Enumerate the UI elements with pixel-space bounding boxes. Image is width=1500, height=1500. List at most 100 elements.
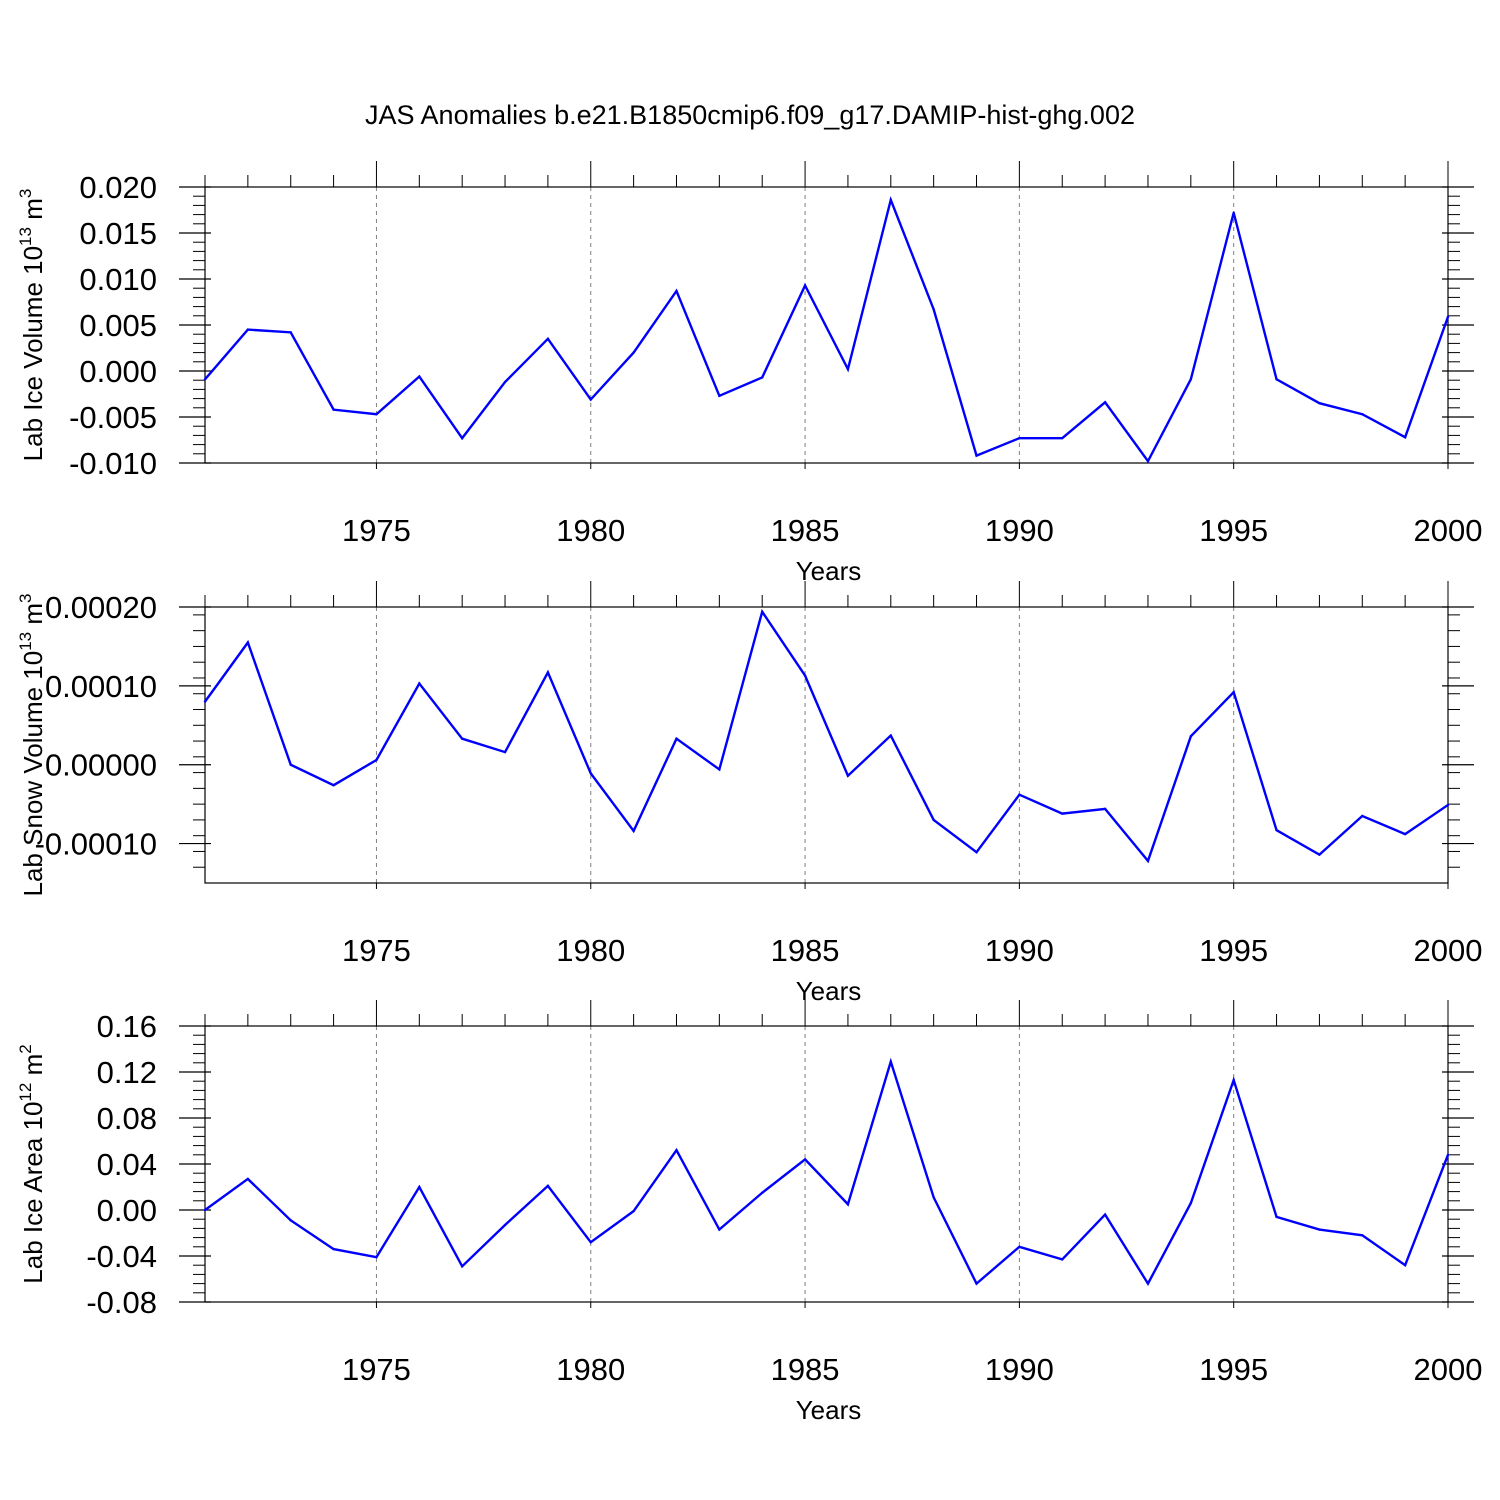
data-point [889, 1060, 892, 1063]
data-point [761, 610, 764, 613]
data-point [1275, 828, 1278, 832]
x-tick-label: 1975 [342, 513, 411, 548]
data-point [418, 375, 421, 378]
y-tick-label: 0.00020 [45, 590, 157, 625]
data-point [675, 289, 678, 293]
y-tick-label: 0.00 [97, 1193, 157, 1228]
y-tick-label: 0.00000 [45, 748, 157, 783]
y-tick-label: 0.005 [79, 308, 157, 343]
data-point [460, 1265, 464, 1268]
data-point [846, 367, 850, 371]
x-tick-label: 1975 [342, 1352, 411, 1387]
data-point [846, 1203, 850, 1206]
data-point [203, 700, 207, 703]
x-tick-label: 1990 [985, 513, 1054, 548]
data-point [718, 768, 721, 771]
data-point [803, 284, 807, 287]
data-point [246, 641, 250, 644]
y-tick-label: -0.08 [86, 1285, 157, 1320]
x-tick-label: 1990 [985, 933, 1054, 968]
data-point [632, 829, 635, 833]
data-series-line [204, 608, 1449, 864]
data-point [246, 1177, 250, 1181]
data-point [1189, 1201, 1193, 1205]
plot-frame [204, 606, 1449, 884]
y-axis-title-part: m [18, 1054, 48, 1083]
data-point [1275, 378, 1278, 381]
data-point [1318, 402, 1321, 405]
x-tick-label: 1995 [1199, 1352, 1268, 1387]
data-point [332, 408, 335, 411]
y-tick-label: 0.000 [79, 354, 157, 389]
data-point [375, 413, 378, 416]
data-point [375, 758, 378, 762]
y-axis-title-part: 2 [16, 1044, 35, 1053]
data-point [1446, 1153, 1450, 1157]
y-axis-title-part: Lab Ice Area 10 [18, 1102, 48, 1284]
data-point [1146, 1282, 1150, 1285]
data-point [503, 380, 507, 384]
data-point [418, 1185, 421, 1189]
data-point [1018, 436, 1021, 440]
y-axis-title-part: m [18, 603, 48, 632]
y-tick-label: -0.04 [86, 1239, 157, 1274]
y-axis-title: Lab Snow Volume 1013 m3 [16, 593, 48, 896]
y-axis-title-part: 13 [16, 227, 35, 246]
y-axis-title: Lab Ice Volume 1013 m3 [16, 189, 48, 462]
data-point [1232, 1078, 1235, 1082]
data-point [1146, 859, 1150, 863]
data-point [975, 454, 978, 457]
data-point [1403, 832, 1407, 836]
data-point [503, 750, 507, 754]
y-tick-label: 0.16 [97, 1009, 157, 1044]
data-point [1275, 1215, 1278, 1219]
data-point [546, 337, 550, 340]
data-point [632, 1209, 635, 1213]
x-tick-label: 1995 [1199, 933, 1268, 968]
y-axis-title: Lab Ice Area 1012 m2 [16, 1044, 48, 1283]
data-point [803, 674, 807, 677]
data-point [1403, 436, 1407, 439]
x-tick-label: 2000 [1414, 513, 1483, 548]
x-tick-label: 1985 [771, 1352, 840, 1387]
data-point [1061, 812, 1064, 815]
y-axis-title-part: m [18, 198, 48, 227]
data-point [375, 1255, 378, 1259]
data-point [546, 671, 550, 674]
data-point [889, 198, 892, 202]
data-point [718, 394, 721, 398]
data-point [975, 1282, 978, 1285]
x-axis-title: Years [796, 1395, 862, 1425]
data-point [1232, 211, 1235, 214]
data-point [289, 331, 292, 334]
data-point [1018, 793, 1021, 796]
y-tick-label: 0.08 [97, 1101, 157, 1136]
data-point [589, 398, 592, 401]
data-point [675, 1149, 678, 1152]
data-point [1318, 1228, 1321, 1231]
data-point [1318, 853, 1321, 856]
y-tick-label: 0.015 [79, 216, 157, 251]
data-point [1189, 378, 1193, 381]
panels: -0.010 -0.005 0.000 0.005 0.010 0.015 0.020 197… [16, 161, 1482, 1425]
data-point [889, 734, 892, 737]
data-series-line [204, 195, 1450, 464]
data-point [1361, 413, 1364, 416]
y-tick-label: 0.020 [79, 170, 157, 205]
data-point [1103, 807, 1107, 811]
x-tick-label: 1980 [556, 933, 625, 968]
data-point [460, 436, 464, 440]
x-tick-label: 2000 [1414, 933, 1483, 968]
y-tick-label: -0.005 [69, 400, 157, 435]
x-tick-label: 1985 [771, 933, 840, 968]
data-point [846, 774, 850, 777]
y-axis-title-part: 3 [16, 189, 35, 198]
data-point [1146, 459, 1150, 463]
data-point [1232, 690, 1235, 694]
y-axis-title-part: Lab Ice Volume 10 [18, 246, 48, 461]
data-point [1103, 401, 1107, 404]
x-tick-label: 2000 [1414, 1352, 1483, 1387]
x-tick-label: 1980 [556, 513, 625, 548]
